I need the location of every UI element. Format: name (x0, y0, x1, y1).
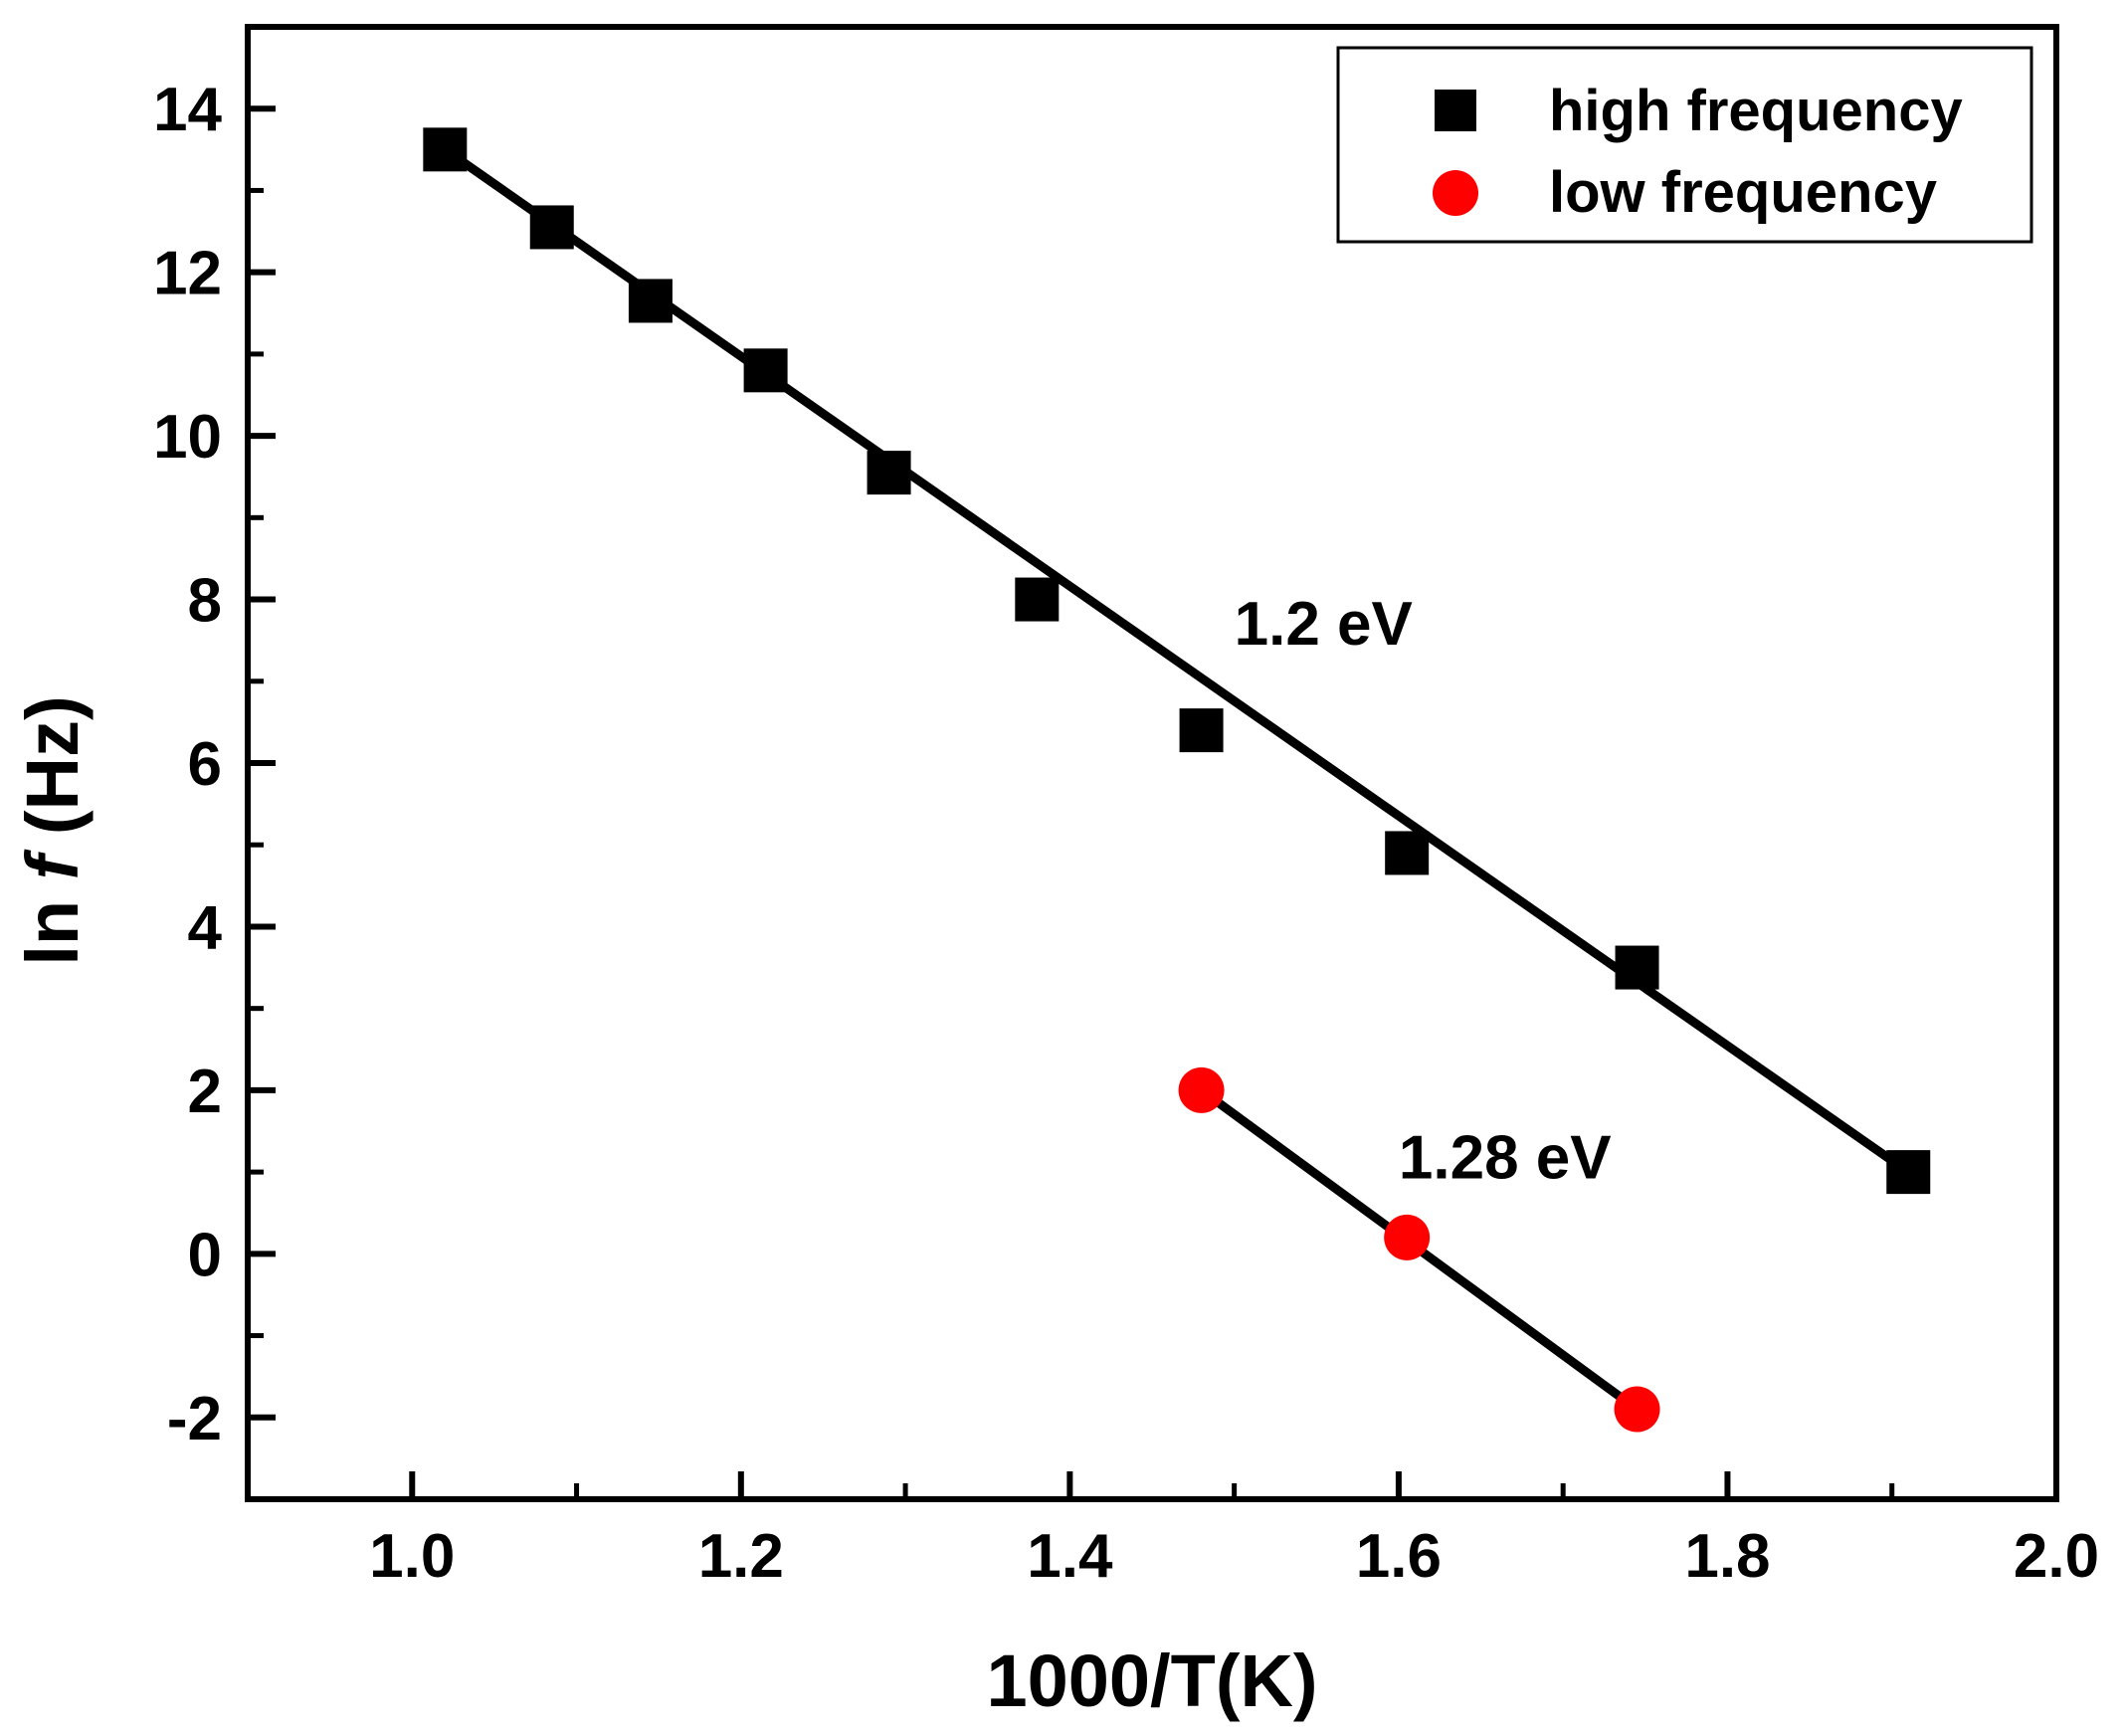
point-high-frequency-2 (628, 279, 673, 323)
y-axis-ticks (248, 105, 276, 1421)
x-tick-label-1-8: 1.8 (1684, 1522, 1770, 1591)
point-high-frequency-7 (1385, 831, 1430, 875)
point-high-frequency-3 (743, 348, 788, 393)
fit-line-high-frequency (442, 145, 1911, 1176)
x-tick-label-1-2: 1.2 (698, 1522, 784, 1591)
y-tick-label-10: 10 (153, 403, 222, 472)
plot-frame (245, 24, 2059, 1502)
x-tick-label-1: 1.0 (369, 1522, 455, 1591)
x-tick-label-1-4: 1.4 (1027, 1522, 1113, 1591)
x-tick-label-2: 2.0 (2014, 1522, 2099, 1591)
x-axis-title: 1000/T(K) (986, 1640, 1317, 1722)
y-tick-label-6: 6 (188, 730, 222, 799)
point-high-frequency-4 (867, 451, 911, 495)
point-high-frequency-5 (1015, 577, 1060, 622)
point-high-frequency-0 (423, 127, 468, 172)
legend: high frequency low frequency (1336, 46, 2033, 244)
legend-label-high-frequency: high frequency (1549, 79, 1963, 143)
activation-energy-label-0: 1.2 eV (1235, 590, 1413, 659)
y-tick-label--2: -2 (167, 1385, 222, 1453)
y-tick-label-2: 2 (188, 1058, 222, 1126)
point-low-frequency-2 (1614, 1386, 1660, 1433)
activation-energy-label-1: 1.28 eV (1399, 1124, 1612, 1193)
point-high-frequency-1 (529, 205, 574, 250)
fit-lines (442, 145, 1911, 1414)
legend-label-low-frequency: low frequency (1549, 160, 1937, 225)
point-high-frequency-8 (1615, 945, 1659, 990)
point-high-frequency-6 (1179, 708, 1224, 753)
y-tick-label-4: 4 (188, 893, 223, 962)
x-axis-ticks (409, 1471, 2059, 1499)
y-axis-title: ln f (Hz) (11, 695, 94, 965)
y-tick-label-0: 0 (188, 1221, 222, 1289)
y-tick-label-8: 8 (188, 567, 222, 636)
x-axis-tick-labels: 1.0 1.2 1.4 1.6 1.8 2.0 (369, 1522, 2099, 1591)
legend-marker-low-frequency (1433, 170, 1478, 216)
point-low-frequency-0 (1178, 1066, 1225, 1113)
y-tick-label-12: 12 (153, 240, 222, 308)
y-tick-label-14: 14 (153, 76, 222, 144)
x-tick-label-1-6: 1.6 (1356, 1522, 1442, 1591)
y-axis-tick-labels: -2 0 2 4 6 8 10 12 14 (153, 76, 222, 1453)
annotations: 1.2 eV 1.28 eV (1235, 590, 1612, 1193)
point-high-frequency-9 (1886, 1150, 1931, 1195)
data-points (423, 127, 1931, 1433)
legend-marker-high-frequency (1435, 90, 1476, 131)
point-low-frequency-1 (1384, 1214, 1431, 1260)
